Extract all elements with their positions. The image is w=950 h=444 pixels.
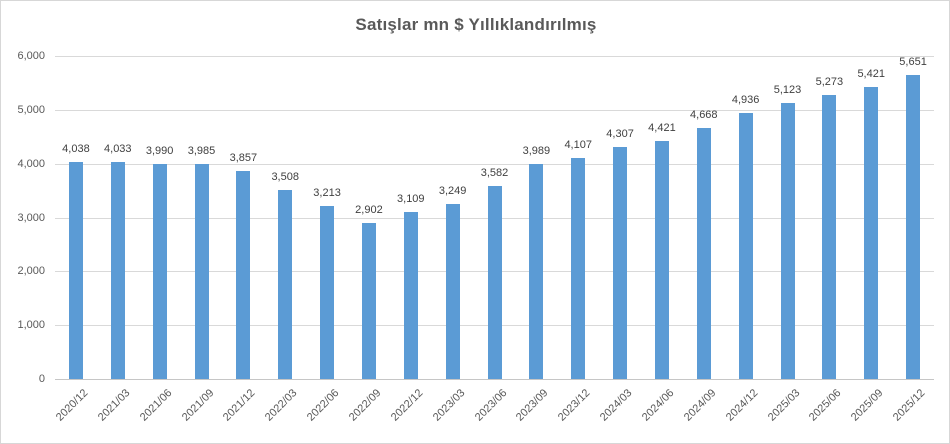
chart-title: Satışlar mn $ Yıllıklandırılmış bbox=[355, 15, 597, 34]
bar-value-label: 4,033 bbox=[104, 142, 132, 155]
y-axis-tick-label: 3,000 bbox=[17, 212, 45, 224]
bar-value-label: 4,107 bbox=[564, 138, 592, 151]
bar-value-label: 3,582 bbox=[480, 167, 509, 180]
x-axis-tick-label: 2020/12 bbox=[53, 387, 91, 424]
bar bbox=[110, 161, 125, 379]
bar-value-label: 3,508 bbox=[271, 171, 299, 184]
bar bbox=[738, 113, 753, 379]
y-axis-tick-label: 2,000 bbox=[17, 265, 45, 277]
bar-value-label: 5,273 bbox=[815, 76, 844, 89]
bar bbox=[68, 161, 83, 379]
bar-value-label: 4,668 bbox=[690, 108, 718, 121]
x-axis-tick-label: 2021/06 bbox=[137, 387, 175, 424]
x-axis-tick-label: 2021/03 bbox=[95, 387, 133, 424]
y-gridline bbox=[55, 110, 934, 111]
y-axis-tick-label: 6,000 bbox=[17, 50, 45, 62]
x-axis-tick-label: 2022/12 bbox=[388, 387, 426, 424]
bar bbox=[822, 95, 837, 379]
x-axis-tick-label: 2024/09 bbox=[681, 387, 719, 424]
bar bbox=[320, 206, 335, 379]
bar bbox=[906, 74, 921, 379]
x-axis-tick-label: 2025/12 bbox=[890, 387, 928, 424]
x-axis-tick-label: 2024/03 bbox=[597, 387, 635, 424]
x-axis-tick-label: 2023/03 bbox=[430, 387, 468, 424]
bar-value-label: 3,109 bbox=[397, 192, 425, 205]
x-axis-tick-label: 2022/09 bbox=[346, 387, 384, 424]
bar-value-label: 4,421 bbox=[648, 122, 676, 134]
bar-value-label: 3,985 bbox=[187, 145, 216, 158]
x-axis-tick-label: 2021/12 bbox=[221, 387, 258, 424]
bar bbox=[361, 222, 376, 379]
bar bbox=[780, 103, 795, 379]
y-gridline bbox=[55, 164, 934, 165]
bar-value-label: 3,213 bbox=[313, 187, 341, 200]
bar-value-label: 3,989 bbox=[522, 145, 551, 158]
bar-value-label: 3,990 bbox=[145, 145, 174, 158]
bar bbox=[864, 87, 879, 379]
bar bbox=[529, 164, 544, 379]
x-axis-tick-label: 2023/06 bbox=[472, 387, 509, 424]
x-axis-tick-label: 2022/06 bbox=[304, 387, 342, 424]
bar-value-label: 5,421 bbox=[857, 68, 885, 81]
x-axis-tick-label: 2024/12 bbox=[723, 387, 761, 424]
x-axis-line bbox=[55, 379, 934, 380]
bar-value-label: 5,651 bbox=[899, 55, 927, 68]
bar bbox=[236, 171, 251, 379]
x-axis-tick-label: 2023/12 bbox=[556, 387, 593, 424]
x-axis-tick-label: 2025/09 bbox=[849, 387, 886, 424]
bar bbox=[278, 190, 293, 379]
bar bbox=[403, 211, 418, 379]
y-axis-tick-label: 0 bbox=[38, 373, 45, 385]
y-axis-tick-label: 4,000 bbox=[17, 158, 45, 170]
x-axis-tick-label: 2021/09 bbox=[179, 387, 216, 424]
bar bbox=[445, 204, 460, 379]
bar bbox=[487, 186, 502, 379]
bar bbox=[613, 147, 628, 379]
bar-value-label: 2,902 bbox=[355, 203, 383, 216]
bar-value-label: 3,249 bbox=[438, 185, 467, 198]
x-axis-tick-label: 2025/03 bbox=[765, 387, 802, 424]
x-axis-tick-label: 2023/09 bbox=[514, 387, 551, 424]
bar-value-label: 4,307 bbox=[606, 128, 634, 141]
x-axis-tick-label: 2024/06 bbox=[639, 387, 677, 424]
bar-value-label: 3,857 bbox=[229, 152, 258, 165]
y-axis-tick-label: 1,000 bbox=[17, 319, 45, 331]
bar-value-label: 4,936 bbox=[731, 94, 760, 107]
y-axis-tick-label: 5,000 bbox=[17, 104, 45, 116]
bar bbox=[571, 157, 586, 379]
bar bbox=[194, 164, 209, 379]
bar bbox=[152, 164, 167, 379]
x-axis-tick-label: 2022/03 bbox=[263, 387, 300, 424]
bar-value-label: 5,123 bbox=[773, 84, 802, 97]
y-gridline bbox=[55, 56, 934, 57]
bar bbox=[696, 127, 711, 379]
x-axis-tick-label: 2025/06 bbox=[807, 387, 844, 424]
bar bbox=[654, 141, 669, 379]
bar-value-label: 4,038 bbox=[62, 142, 90, 155]
